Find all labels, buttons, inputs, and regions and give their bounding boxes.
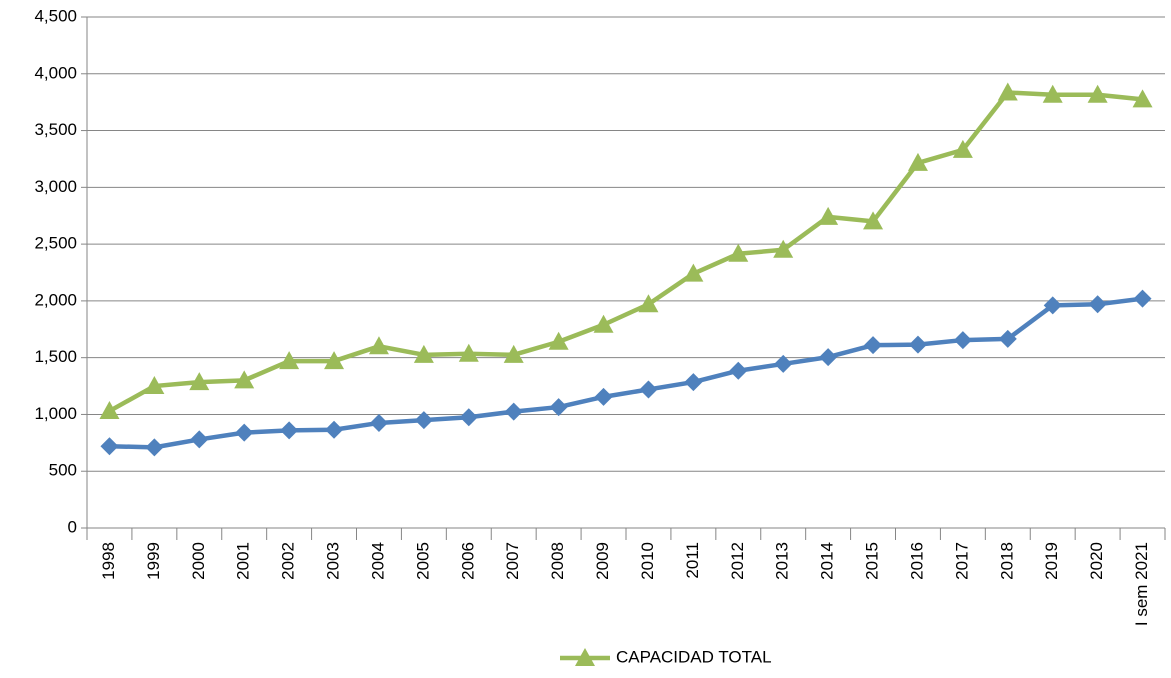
x-tick-label: 2019 — [1042, 542, 1061, 580]
triangle-marker — [818, 206, 839, 225]
triangle-marker — [1132, 89, 1153, 108]
diamond-marker — [1133, 289, 1152, 308]
x-tick-label: 2005 — [413, 542, 432, 580]
triangle-marker — [324, 351, 345, 370]
x-tick-label: I sem 2021 — [1132, 542, 1151, 626]
triangle-marker — [907, 152, 928, 171]
x-tick-label: 2016 — [907, 542, 926, 580]
diamond-marker — [864, 336, 883, 355]
triangle-marker — [863, 211, 884, 230]
legend-label: CAPACIDAD TOTAL — [616, 647, 772, 666]
x-tick-label: 2009 — [593, 542, 612, 580]
diamond-marker — [190, 430, 209, 449]
triangle-marker — [997, 82, 1018, 101]
triangle-marker — [189, 372, 210, 391]
diamond-marker — [1088, 295, 1107, 314]
diamond-marker — [819, 348, 838, 367]
y-tick-label: 4,500 — [34, 6, 77, 25]
triangle-marker — [728, 243, 749, 262]
diamond-marker — [953, 331, 972, 350]
triangle-marker — [458, 343, 479, 362]
x-tick-label: 2017 — [952, 542, 971, 580]
diamond-marker — [594, 387, 613, 406]
diamond-marker — [729, 361, 748, 380]
x-tick-label: 2020 — [1087, 542, 1106, 580]
x-tick-label: 2002 — [279, 542, 298, 580]
triangle-marker — [575, 648, 595, 666]
diamond-marker — [549, 398, 568, 417]
x-tick-label: 2003 — [324, 542, 343, 580]
diamond-marker — [684, 373, 703, 392]
x-tick-label: 2008 — [548, 542, 567, 580]
y-tick-label: 4,000 — [34, 63, 77, 82]
diamond-marker — [280, 421, 299, 440]
y-tick-label: 0 — [68, 517, 77, 536]
x-tick-label: 2006 — [458, 542, 477, 580]
y-tick-label: 2,500 — [34, 234, 77, 253]
legend-item: CAPACIDAD TOTAL — [560, 647, 772, 666]
y-tick-label: 3,000 — [34, 177, 77, 196]
y-tick-label: 500 — [49, 461, 77, 480]
x-tick-label: 2014 — [818, 542, 837, 580]
y-tick-label: 2,000 — [34, 290, 77, 309]
y-tick-label: 1,500 — [34, 347, 77, 366]
x-tick-label: 2010 — [638, 542, 657, 580]
triangle-marker — [952, 139, 973, 158]
diamond-marker — [998, 329, 1017, 348]
x-tick-label: 2004 — [368, 542, 387, 580]
triangle-marker — [99, 401, 120, 420]
diamond-marker — [414, 411, 433, 430]
diamond-marker — [908, 335, 927, 354]
diamond-marker — [100, 437, 119, 456]
triangle-marker — [144, 376, 165, 395]
y-tick-label: 1,000 — [34, 404, 77, 423]
triangle-marker — [503, 344, 524, 363]
triangle-marker — [413, 344, 434, 363]
x-tick-label: 2007 — [503, 542, 522, 580]
x-tick-label: 1999 — [144, 542, 163, 580]
triangle-marker — [683, 263, 704, 282]
diamond-marker — [459, 408, 478, 427]
series-line — [108, 90, 1143, 414]
diamond-marker — [1043, 296, 1062, 315]
triangle-marker — [1042, 84, 1063, 103]
y-tick-label: 3,500 — [34, 120, 77, 139]
x-tick-label: 2011 — [683, 542, 702, 579]
x-tick-label: 2012 — [728, 542, 747, 580]
triangle-marker — [279, 351, 300, 370]
x-tick-label: 2015 — [863, 542, 882, 580]
x-tick-label: 2013 — [773, 542, 792, 580]
x-tick-label: 2001 — [234, 542, 253, 580]
diamond-marker — [639, 380, 658, 399]
x-tick-label: 1998 — [99, 542, 118, 580]
diamond-marker — [774, 354, 793, 373]
triangle-marker — [593, 314, 614, 333]
diamond-marker — [145, 438, 164, 457]
triangle-marker — [638, 294, 659, 313]
triangle-marker — [1087, 84, 1108, 103]
triangle-marker — [548, 331, 569, 350]
triangle-marker — [368, 336, 389, 355]
triangle-marker — [773, 239, 794, 258]
triangle-marker — [234, 370, 255, 389]
diamond-marker — [235, 423, 254, 442]
x-tick-label: 2000 — [189, 542, 208, 580]
diamond-marker — [504, 402, 523, 421]
diamond-marker — [325, 420, 344, 439]
diamond-marker — [369, 413, 388, 432]
x-tick-label: 2018 — [997, 542, 1016, 580]
